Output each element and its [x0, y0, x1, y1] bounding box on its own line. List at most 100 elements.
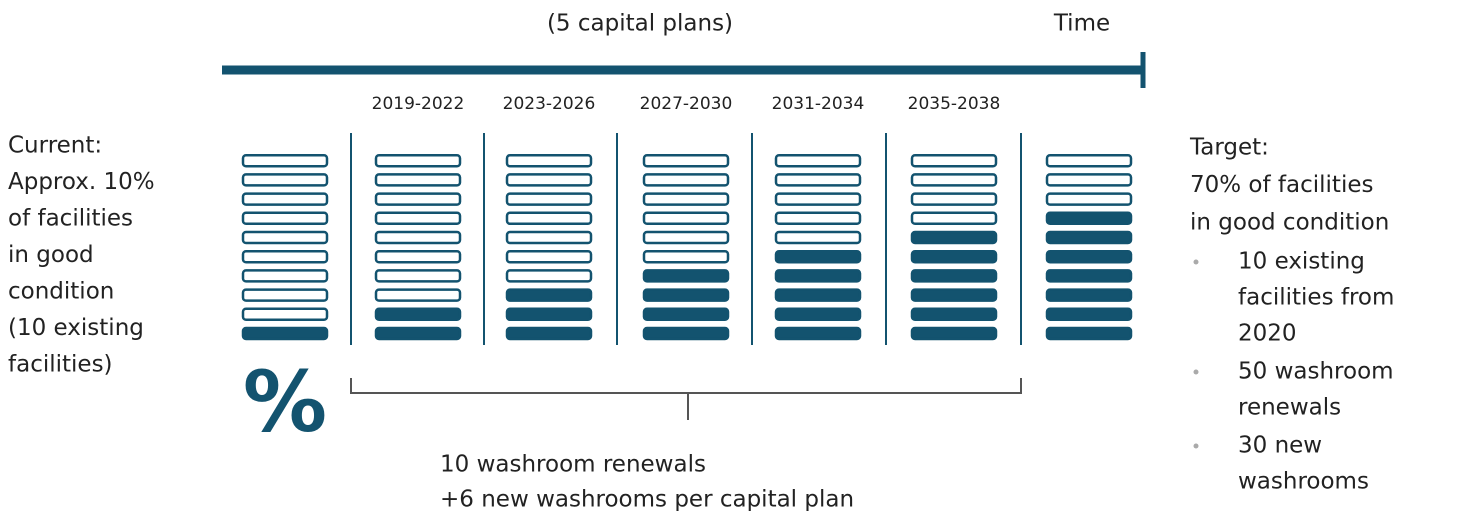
current-text: facilities)	[8, 352, 113, 378]
bar-filled	[910, 307, 998, 322]
bar-empty	[774, 192, 862, 206]
bar-filled	[505, 326, 593, 341]
current-text: of facilities	[8, 206, 133, 232]
bar-empty	[374, 269, 462, 283]
bar-empty	[374, 192, 462, 206]
bar-empty	[241, 153, 329, 168]
bar-empty	[374, 173, 462, 187]
bar-empty	[910, 173, 998, 187]
current-text: in good	[8, 242, 94, 268]
bullet-text: renewals	[1238, 395, 1341, 421]
bar-filled	[1045, 249, 1133, 264]
plan-note: 10 washroom renewals	[440, 452, 706, 478]
bar-filled	[505, 288, 593, 302]
bar-empty	[910, 211, 998, 226]
bullet-text: 2020	[1238, 321, 1297, 347]
bar-empty	[374, 153, 462, 168]
bar-empty	[505, 153, 593, 168]
bar-empty	[1045, 153, 1133, 168]
bar-empty	[241, 249, 329, 264]
bar-filled	[505, 307, 593, 322]
bar-empty	[910, 192, 998, 206]
period-label: 2019-2022	[372, 94, 465, 114]
current-text: Approx. 10%	[8, 169, 155, 195]
bar-filled	[910, 288, 998, 302]
time-label: Time	[1053, 11, 1110, 37]
bar-empty	[642, 211, 730, 226]
bar-empty	[1045, 192, 1133, 206]
bar-empty	[241, 288, 329, 302]
bar-empty	[505, 192, 593, 206]
bar-empty	[774, 153, 862, 168]
bar-empty	[642, 153, 730, 168]
bar-empty	[505, 269, 593, 283]
current-text: (10 existing	[8, 315, 144, 341]
bar-empty	[374, 288, 462, 302]
bar-empty	[374, 230, 462, 245]
bar-filled	[241, 326, 329, 341]
bar-filled	[642, 326, 730, 341]
bar-filled	[910, 230, 998, 245]
bar-filled	[1045, 307, 1133, 322]
bullet-text: 50 washroom	[1238, 359, 1394, 385]
bullet-text: washrooms	[1238, 469, 1369, 495]
bar-filled	[774, 249, 862, 264]
period-label: 2035-2038	[908, 94, 1001, 114]
timeline-title: (5 capital plans)	[547, 11, 733, 37]
bar-empty	[241, 211, 329, 226]
bar-filled	[642, 288, 730, 302]
bar-empty	[374, 249, 462, 264]
bar-filled	[1045, 211, 1133, 226]
bar-empty	[241, 173, 329, 187]
bar-empty	[774, 230, 862, 245]
bar-filled	[1045, 288, 1133, 302]
bar-empty	[774, 211, 862, 226]
bar-filled	[774, 307, 862, 322]
bullet-text: facilities from	[1238, 285, 1394, 311]
bar-filled	[774, 269, 862, 283]
bar-empty	[374, 211, 462, 226]
bar-empty	[910, 153, 998, 168]
target-text: 70% of facilities	[1190, 172, 1373, 198]
bar-filled	[774, 326, 862, 341]
bar-empty	[642, 249, 730, 264]
plan-note: +6 new washrooms per capital plan	[440, 487, 854, 511]
bar-filled	[774, 288, 862, 302]
bar-empty	[1045, 173, 1133, 187]
bar-filled	[1045, 230, 1133, 245]
bar-filled	[1045, 326, 1133, 341]
bullet-text: 10 existing	[1238, 249, 1365, 275]
bar-filled	[374, 307, 462, 322]
bar-empty	[241, 269, 329, 283]
percent-symbol: %	[243, 353, 327, 451]
bar-empty	[241, 192, 329, 206]
period-label: 2023-2026	[503, 94, 596, 114]
bar-filled	[374, 326, 462, 341]
bar-empty	[505, 230, 593, 245]
current-text: Current:	[8, 133, 102, 159]
bullet-text: 30 new	[1238, 433, 1322, 459]
bar-empty	[241, 230, 329, 245]
bar-empty	[774, 173, 862, 187]
bracket	[350, 378, 1022, 420]
target-text: Target:	[1189, 135, 1269, 161]
bar-filled	[642, 307, 730, 322]
bullet	[1193, 443, 1199, 449]
bar-filled	[1045, 269, 1133, 283]
bullet	[1193, 369, 1199, 375]
target-text: in good condition	[1190, 210, 1389, 236]
bar-filled	[910, 269, 998, 283]
period-label: 2031-2034	[772, 94, 865, 114]
period-label: 2027-2030	[640, 94, 733, 114]
bar-filled	[642, 269, 730, 283]
bar-filled	[910, 249, 998, 264]
bar-empty	[241, 307, 329, 322]
bar-empty	[505, 173, 593, 187]
bar-empty	[505, 249, 593, 264]
bar-empty	[505, 211, 593, 226]
bullet	[1193, 259, 1199, 265]
bar-empty	[642, 192, 730, 206]
bar-empty	[642, 230, 730, 245]
bar-empty	[642, 173, 730, 187]
